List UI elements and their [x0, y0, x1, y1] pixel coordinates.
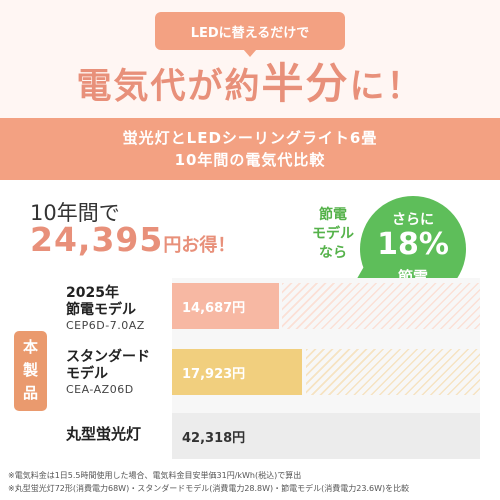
product-label-energy-saving: 2025年 節電モデル CEP6D-7.0AZ [66, 285, 145, 332]
standard-model-savings-hatch [306, 349, 480, 395]
energy-note-line1: 節電 [319, 207, 347, 223]
savings-amount: 24,395 [30, 220, 164, 259]
product-name-line2: モデル [66, 366, 108, 382]
energy-note-line2: モデル [312, 226, 354, 242]
comparison-title-band: 蛍光灯とLEDシーリングライト6畳 10年間の電気代比較 [0, 118, 500, 180]
product-name-line1: スタンダード [66, 349, 150, 365]
comparison-title-line1: 蛍光灯とLEDシーリングライト6畳 [122, 129, 378, 147]
this-product-badge-char3: 品 [22, 384, 38, 402]
headline-part-a: 電気代が約 [76, 67, 262, 107]
product-model-number: CEP6D-7.0AZ [66, 319, 145, 332]
energy-model-note: 節電 モデル なら [303, 206, 363, 263]
intro-pill-pointer [243, 49, 257, 57]
energy-note-line3: なら [319, 245, 347, 261]
headline: 電気代が約半分に！ [0, 60, 500, 111]
product-label-fluorescent: 丸型蛍光灯 [66, 425, 142, 443]
product-name-line2: 節電モデル [66, 302, 136, 318]
product-label-standard: スタンダード モデル CEA-AZ06D [66, 349, 150, 396]
intro-pill-text: LEDに替えるだけで [190, 25, 310, 41]
comparison-title-line2: 10年間の電気代比較 [174, 151, 326, 169]
savings-amount-line: 24,395円お得！ [30, 220, 235, 259]
intro-pill: LEDに替えるだけで [155, 12, 345, 50]
this-product-badge-char2: 製 [22, 361, 38, 379]
this-product-badge-char1: 本 [22, 338, 38, 356]
this-product-badge: 本 製 品 [14, 331, 47, 411]
bar-energy-saving-value: 14,687円 [182, 300, 246, 316]
bar-energy-saving-model: 14,687円 [172, 283, 279, 329]
footnote-2: ※丸型蛍光灯72形(消費電力68W)・スタンダードモデル(消費電力28.8W)・… [8, 484, 410, 493]
bar-fluorescent: 42,318円 [172, 413, 480, 459]
headline-emphasis: 半分 [261, 59, 350, 108]
bar-standard-model: 17,923円 [172, 349, 302, 395]
energy-model-savings-hatch [282, 283, 480, 329]
savings-prefix: 10年間で [30, 201, 120, 225]
bar-fluorescent-value: 42,318円 [182, 430, 246, 446]
product-name-line1: 2025年 [66, 285, 119, 301]
savings-unit: 円お得！ [163, 235, 236, 256]
savings-badge-percent: 18% [377, 227, 449, 262]
headline-part-c: に！ [349, 67, 424, 107]
savings-badge-line1: さらに [392, 212, 434, 228]
bar-standard-value: 17,923円 [182, 366, 246, 382]
footnote-1: ※電気料金は1日5.5時間使用した場合、電気料金目安単価31円/kWh(税込)で… [8, 471, 302, 480]
product-model-number: CEA-AZ06D [66, 383, 134, 396]
